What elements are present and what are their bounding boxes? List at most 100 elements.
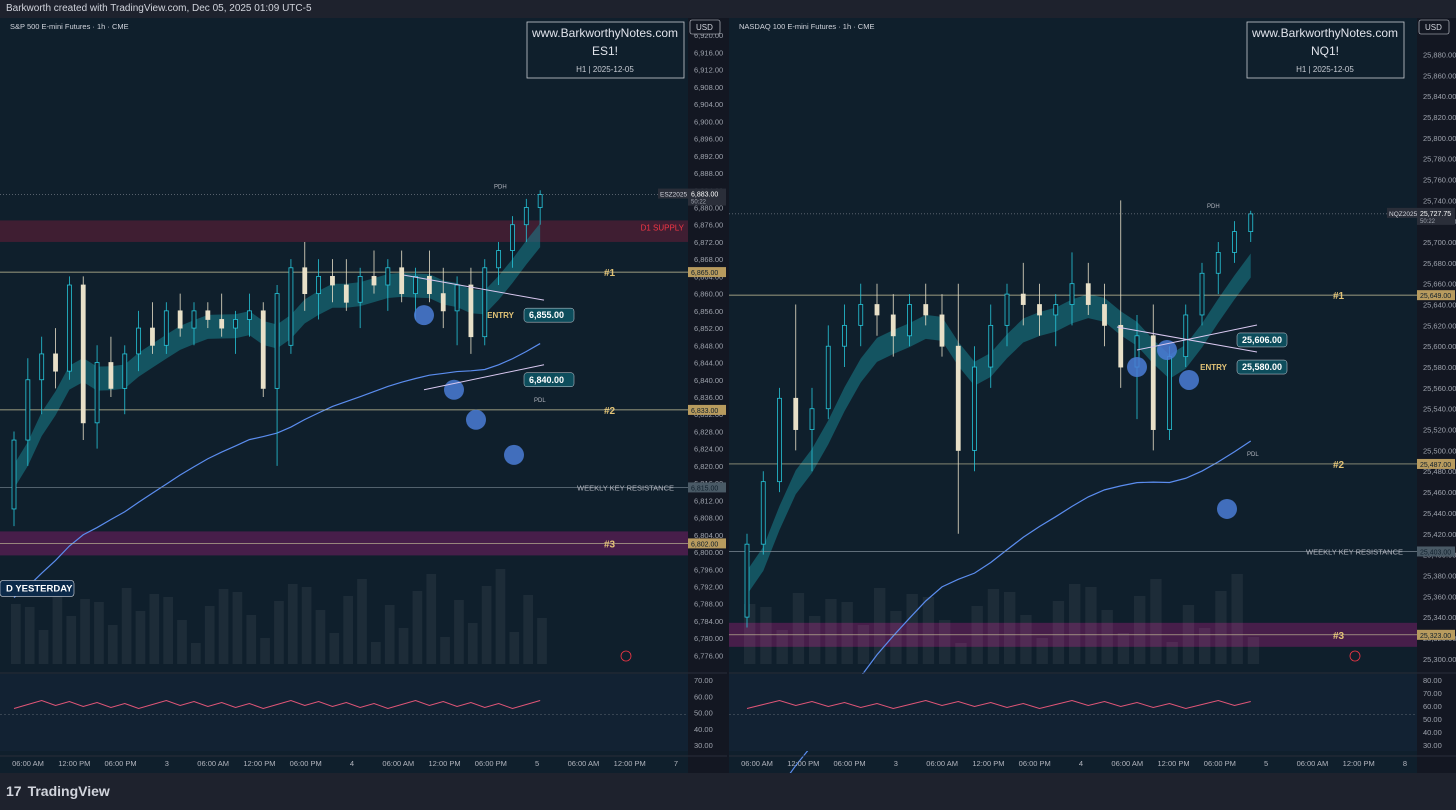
candle-body [1069,283,1075,305]
entry-label: ENTRY [487,311,514,320]
y-tick-label: 25,620.00 [1423,321,1456,330]
weekly-resistance-label: WEEKLY KEY RESISTANCE [577,483,674,492]
zone-marker-circle [414,305,434,326]
y-tick-label: 6,852.00 [694,324,723,333]
level-price-tag [1417,290,1455,301]
y-tick-label: 25,780.00 [1423,155,1456,164]
candle-body [523,207,529,226]
y-tick-label: 6,876.00 [694,221,723,230]
volume-bar [922,597,935,664]
volume-bar [24,607,35,664]
y-tick-label: 25,840.00 [1423,92,1456,101]
y-tick-label: 6,824.00 [694,445,723,454]
y-tick-label: 6,840.00 [694,376,723,385]
pdl-label: PDL [1247,452,1259,458]
candle-body [288,267,294,346]
y-tick-label: 6,920.00 [694,31,723,40]
level-label: #2 [1333,460,1345,471]
trendline-lower [423,364,545,391]
y-tick-label: 6,896.00 [694,135,723,144]
volume-bar [467,623,478,664]
y-tick-label: 6,872.00 [694,238,723,247]
watermark-box [526,21,685,79]
x-tick-label: 8 [1403,759,1407,768]
volume-bar [384,605,395,664]
candle-body [760,481,766,545]
candle-body [1199,272,1205,316]
osc-tick-label: 30.00 [1423,741,1442,750]
y-tick-label: 25,760.00 [1423,176,1456,185]
nq-chart-panel[interactable]: 25,880.00 25,860.00 25,840.00 25,820.00 25,8… [729,18,1456,773]
volume-bar [52,593,63,664]
y-tick-label: 6,892.00 [694,152,723,161]
volume-bar [1247,637,1260,664]
y-tick-label: 25,360.00 [1423,592,1456,601]
volume-bar [1004,592,1016,664]
candle-body [260,310,266,389]
zone-marker-circle [504,444,524,465]
y-tick-label: 6,804.00 [694,531,723,540]
level-price-tag-text: 25,649.00 [1420,293,1451,300]
chart-svg: 25,880.00 25,860.00 25,840.00 25,820.00 25,8… [729,18,1456,773]
y-tick-label: 25,520.00 [1423,426,1456,435]
last-price-tag [688,188,726,206]
volume-bar [939,620,951,664]
candle-body [744,543,750,618]
y-tick-label: 6,800.00 [694,548,723,557]
zone-marker-circle [1127,357,1147,378]
candle-body [1232,231,1237,253]
candle-body [1118,324,1124,368]
volume-bar [204,606,215,664]
watermark-site: www.BarkworthyNotes.com [1251,26,1398,40]
x-tick-label: 06:00 PM [290,759,322,768]
volume-bar [274,601,284,664]
volume-bar [315,610,326,664]
candle-body [1085,283,1091,305]
y-tick-label: 25,380.00 [1423,571,1456,580]
volume-bar [1052,601,1065,664]
y-tick-label: 6,836.00 [694,393,723,402]
zone-marker-circle [466,409,486,430]
x-tick-label: 12:00 PM [787,759,819,768]
supply-zone [0,220,688,242]
volume-bar [357,579,367,664]
y-tick-label: 6,880.00 [694,203,723,212]
candle-body [890,314,896,337]
y-tick-label: 25,820.00 [1423,113,1456,122]
chart-title: S&P 500 E-mini Futures · 1h · CME [10,22,129,31]
tv-logo-mark: 17 [6,783,22,799]
target-price: 6,840.00 [529,375,564,385]
candle-body [858,304,864,326]
level-price-tag-text: 25,487.00 [1420,462,1451,469]
weekly-resistance-label: WEEKLY KEY RESISTANCE [1306,547,1403,556]
y-tick-label: 6,860.00 [694,290,723,299]
volume-bar [301,587,312,664]
tradingview-logo[interactable]: 17 TradingView [6,783,110,799]
pdl-label: PDL [534,398,546,404]
x-tick-label: 12:00 PM [614,759,646,768]
entry-price: 25,580.00 [1242,362,1282,372]
volume-bar [1134,596,1146,664]
watermark-site: www.BarkworthyNotes.com [531,26,678,40]
candle-body [923,304,929,316]
x-tick-label: 06:00 AM [568,759,600,768]
candle-body [122,353,128,389]
candle-body [357,275,363,303]
candle-body [94,362,100,424]
level-price-tag [1417,629,1455,640]
x-tick-label: 06:00 AM [741,759,773,768]
y-tick-label: 6,904.00 [694,100,723,109]
volume-bar [509,632,520,664]
volume-bar [66,616,77,664]
candle-body [150,327,155,346]
osc-tick-label: 40.00 [694,725,713,734]
candle-body [809,408,815,430]
x-tick-label: 12:00 PM [429,759,461,768]
volume-bar [987,589,1000,664]
candle-body [108,362,114,389]
osc-tick-label: 80.00 [1423,676,1442,685]
trendline-upper [403,274,545,301]
es-chart-panel[interactable]: 6,920.00 6,916.00 6,912.00 6,908.00 6,904.00… [0,18,727,773]
candle-body [793,397,799,430]
candle-body [777,397,782,483]
